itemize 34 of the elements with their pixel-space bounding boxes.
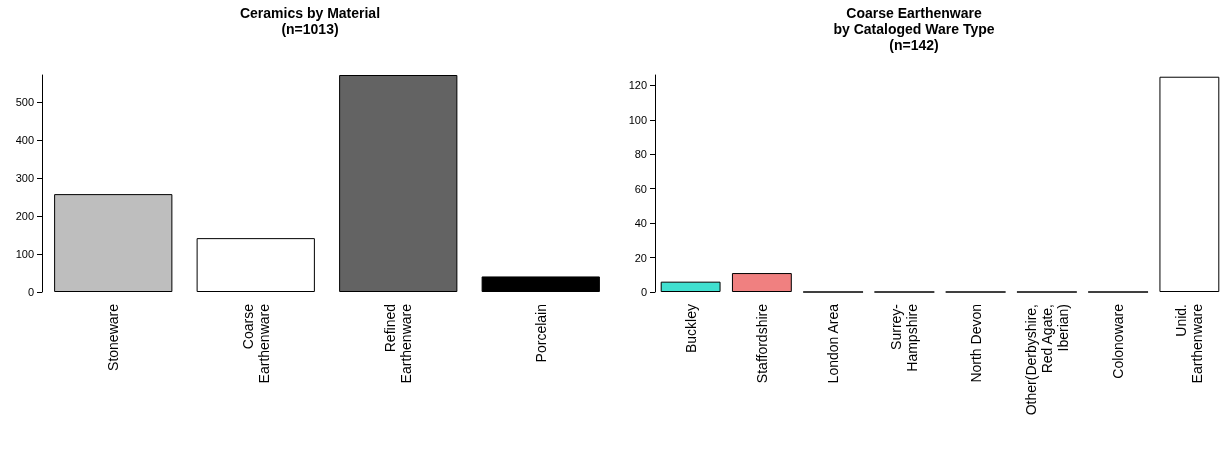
bar [54,194,173,292]
x-tick-label: London Area [825,303,842,384]
bar [339,75,458,292]
y-tick-label: 40 [634,217,647,230]
bar [481,276,600,292]
y-tick-label: 500 [15,96,34,109]
x-tick-label: Buckley [682,304,699,354]
y-tick-label: 300 [15,172,34,185]
chart-title: Ceramics by Material (n=1013) [239,5,381,37]
bar [196,238,315,292]
x-tick-label: Surrey- Hampshire [888,303,921,372]
y-tick-label: 80 [634,148,647,161]
y-tick-label: 0 [27,286,34,298]
x-tick-label: Coarse Earthenware [239,303,272,384]
x-tick-label: Colonoware [1110,303,1127,379]
y-tick-label: 120 [628,79,647,92]
y-tick-label: 20 [634,251,647,264]
x-tick-label: Other(Derbyshire, Red Agate, Iberian) [1022,304,1071,416]
bar [731,273,792,292]
x-tick-label: Staffordshire [753,303,770,384]
bar [1159,76,1220,292]
y-tick-label: 60 [634,182,647,195]
y-tick-label: 0 [640,286,647,298]
y-tick-label: 400 [15,134,34,147]
x-tick-label: North Devon [967,304,984,383]
x-tick-label: Stoneware [105,303,122,371]
x-tick-label: Refined Earthenware [382,303,415,384]
chart-title: Coarse Earthenware by Cataloged Ware Type (n=142) [833,5,995,53]
y-tick-label: 100 [628,113,647,126]
y-tick-label: 100 [15,248,34,261]
x-tick-label: Unid. Earthenware [1173,303,1206,384]
bar [660,281,721,292]
x-tick-label: Porcelain [532,304,549,363]
y-tick-label: 200 [15,210,34,223]
